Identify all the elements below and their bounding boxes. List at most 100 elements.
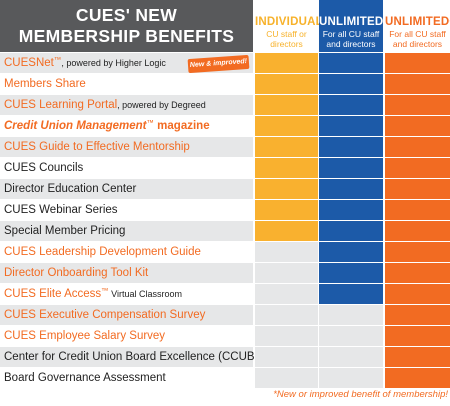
tier-cell-unlimited-plus bbox=[385, 221, 450, 241]
tier-cell-unlimited bbox=[319, 326, 383, 346]
tier-desc: and directors bbox=[392, 39, 443, 49]
tier-header-unlimited: UNLIMITED For all CU staff and directors bbox=[319, 0, 383, 52]
benefit-row: CUES Learning Portal, powered by Degreed bbox=[0, 95, 253, 115]
benefit-row: Credit Union Management™ magazine bbox=[0, 116, 253, 136]
benefit-suffix: Virtual Classroom bbox=[108, 289, 183, 299]
benefit-name: Director Onboarding Tool Kit bbox=[4, 267, 149, 279]
tier-cell-individual bbox=[255, 284, 318, 304]
benefit-name: CUES Leadership Development Guide bbox=[4, 246, 201, 258]
tier-cell-unlimited bbox=[319, 74, 383, 94]
tier-desc: For all CU staff bbox=[322, 29, 380, 39]
benefit-name: CUES Employee Salary Survey bbox=[4, 330, 166, 342]
tier-cell-unlimited bbox=[319, 116, 383, 136]
trademark-mark: ™ bbox=[146, 118, 154, 127]
benefit-row: Director Onboarding Tool Kit bbox=[0, 263, 253, 283]
table-title: CUES' NEW MEMBERSHIP BENEFITS bbox=[0, 0, 253, 52]
tier-desc: For all CU staff bbox=[389, 29, 446, 39]
tier-cell-unlimited bbox=[319, 179, 383, 199]
tier-cell-unlimited-plus bbox=[385, 242, 450, 262]
benefit-name: CUES Executive Compensation Survey bbox=[4, 309, 206, 321]
benefit-row: CUES Employee Salary Survey bbox=[0, 326, 253, 346]
tier-cell-individual bbox=[255, 347, 318, 367]
tier-cell-unlimited bbox=[319, 95, 383, 115]
tier-cell-individual bbox=[255, 242, 318, 262]
tier-cell-unlimited-plus bbox=[385, 95, 450, 115]
tier-cell-unlimited-plus bbox=[385, 305, 450, 325]
benefit-name: Center for Credit Union Board Excellence… bbox=[4, 351, 267, 363]
benefit-name: Director Education Center bbox=[4, 183, 137, 195]
tier-name: INDIVIDUAL bbox=[255, 16, 323, 28]
benefit-name: CUES Councils bbox=[4, 162, 84, 174]
trademark-mark: ™ bbox=[101, 286, 109, 295]
tier-cell-individual bbox=[255, 263, 318, 283]
tier-name: UNLIMITED bbox=[319, 16, 384, 28]
benefit-row: CUES Elite Access™ Virtual Classroom bbox=[0, 284, 253, 304]
tier-cell-unlimited bbox=[319, 305, 383, 325]
tier-cell-unlimited-plus bbox=[385, 158, 450, 178]
tier-cell-unlimited bbox=[319, 242, 383, 262]
tier-desc: CU staff or bbox=[266, 29, 307, 39]
benefit-row: Special Member Pricing bbox=[0, 221, 253, 241]
tier-cell-individual bbox=[255, 305, 318, 325]
benefit-row: Director Education Center bbox=[0, 179, 253, 199]
tier-cell-unlimited-plus bbox=[385, 326, 450, 346]
tier-cell-unlimited bbox=[319, 221, 383, 241]
tier-cell-individual bbox=[255, 53, 318, 73]
tier-cell-unlimited-plus bbox=[385, 116, 450, 136]
tier-cell-individual bbox=[255, 221, 318, 241]
tier-cell-individual bbox=[255, 137, 318, 157]
tier-desc: and directors bbox=[326, 39, 376, 49]
tier-cell-individual bbox=[255, 74, 318, 94]
benefit-row: Center for Credit Union Board Excellence… bbox=[0, 347, 266, 367]
benefit-suffix: , powered by Degreed bbox=[117, 100, 206, 110]
tier-cell-unlimited-plus bbox=[385, 368, 450, 388]
tier-cell-individual bbox=[255, 326, 318, 346]
benefit-row: CUES Councils bbox=[0, 158, 253, 178]
tier-cell-unlimited-plus bbox=[385, 200, 450, 220]
tier-desc: directors bbox=[270, 39, 303, 49]
benefit-name: Special Member Pricing bbox=[4, 225, 126, 237]
tier-cell-unlimited-plus bbox=[385, 284, 450, 304]
tier-cell-unlimited bbox=[319, 158, 383, 178]
trademark-mark: ™ bbox=[53, 55, 62, 64]
tier-cell-individual bbox=[255, 158, 318, 178]
benefit-name: CUES Guide to Effective Mentorship bbox=[4, 141, 190, 153]
tier-cell-unlimited-plus bbox=[385, 74, 450, 94]
tier-cell-unlimited bbox=[319, 263, 383, 283]
benefit-name: Board Governance Assessment bbox=[4, 372, 166, 384]
benefit-suffix: , powered by Higher Logic bbox=[61, 58, 166, 68]
benefit-row: CUES Executive Compensation Survey bbox=[0, 305, 253, 325]
tier-cell-unlimited bbox=[319, 137, 383, 157]
benefit-name: CUESNet bbox=[4, 57, 54, 69]
benefit-row: CUES Webinar Series bbox=[0, 200, 253, 220]
benefit-suffix: magazine bbox=[153, 120, 210, 132]
tier-header-individual: INDIVIDUAL CU staff or directors bbox=[255, 0, 323, 52]
tier-header-unlimited-plus: UNLIMITED+ For all CU staff and director… bbox=[385, 0, 450, 52]
tier-cell-unlimited-plus bbox=[385, 137, 450, 157]
footnote: *New or improved benefit of membership! bbox=[273, 389, 448, 400]
benefit-name: Credit Union Management bbox=[4, 120, 147, 132]
tier-cell-unlimited-plus bbox=[385, 347, 450, 367]
title-line-2: MEMBERSHIP BENEFITS bbox=[18, 26, 235, 46]
tier-cell-unlimited bbox=[319, 347, 383, 367]
benefit-name: CUES Learning Portal bbox=[4, 99, 118, 111]
tier-cell-individual bbox=[255, 179, 318, 199]
tier-cell-unlimited-plus bbox=[385, 53, 450, 73]
tier-cell-unlimited bbox=[319, 53, 383, 73]
benefit-name: CUES Webinar Series bbox=[4, 204, 118, 216]
benefit-row: CUES Leadership Development Guide bbox=[0, 242, 253, 262]
benefit-row: CUES Guide to Effective Mentorship bbox=[0, 137, 253, 157]
tier-cell-unlimited-plus bbox=[385, 263, 450, 283]
tier-cell-individual bbox=[255, 368, 318, 388]
tier-cell-unlimited bbox=[319, 284, 383, 304]
benefit-row: Board Governance Assessment bbox=[0, 368, 253, 388]
benefit-row: Members Share bbox=[0, 74, 253, 94]
tier-name: UNLIMITED+ bbox=[385, 16, 450, 28]
tier-cell-individual bbox=[255, 95, 318, 115]
tier-cell-unlimited bbox=[319, 368, 383, 388]
benefit-name: CUES Elite Access bbox=[4, 288, 102, 300]
title-line-1: CUES' NEW bbox=[75, 5, 178, 25]
tier-cell-individual bbox=[255, 200, 318, 220]
benefit-name: Members Share bbox=[4, 78, 86, 90]
